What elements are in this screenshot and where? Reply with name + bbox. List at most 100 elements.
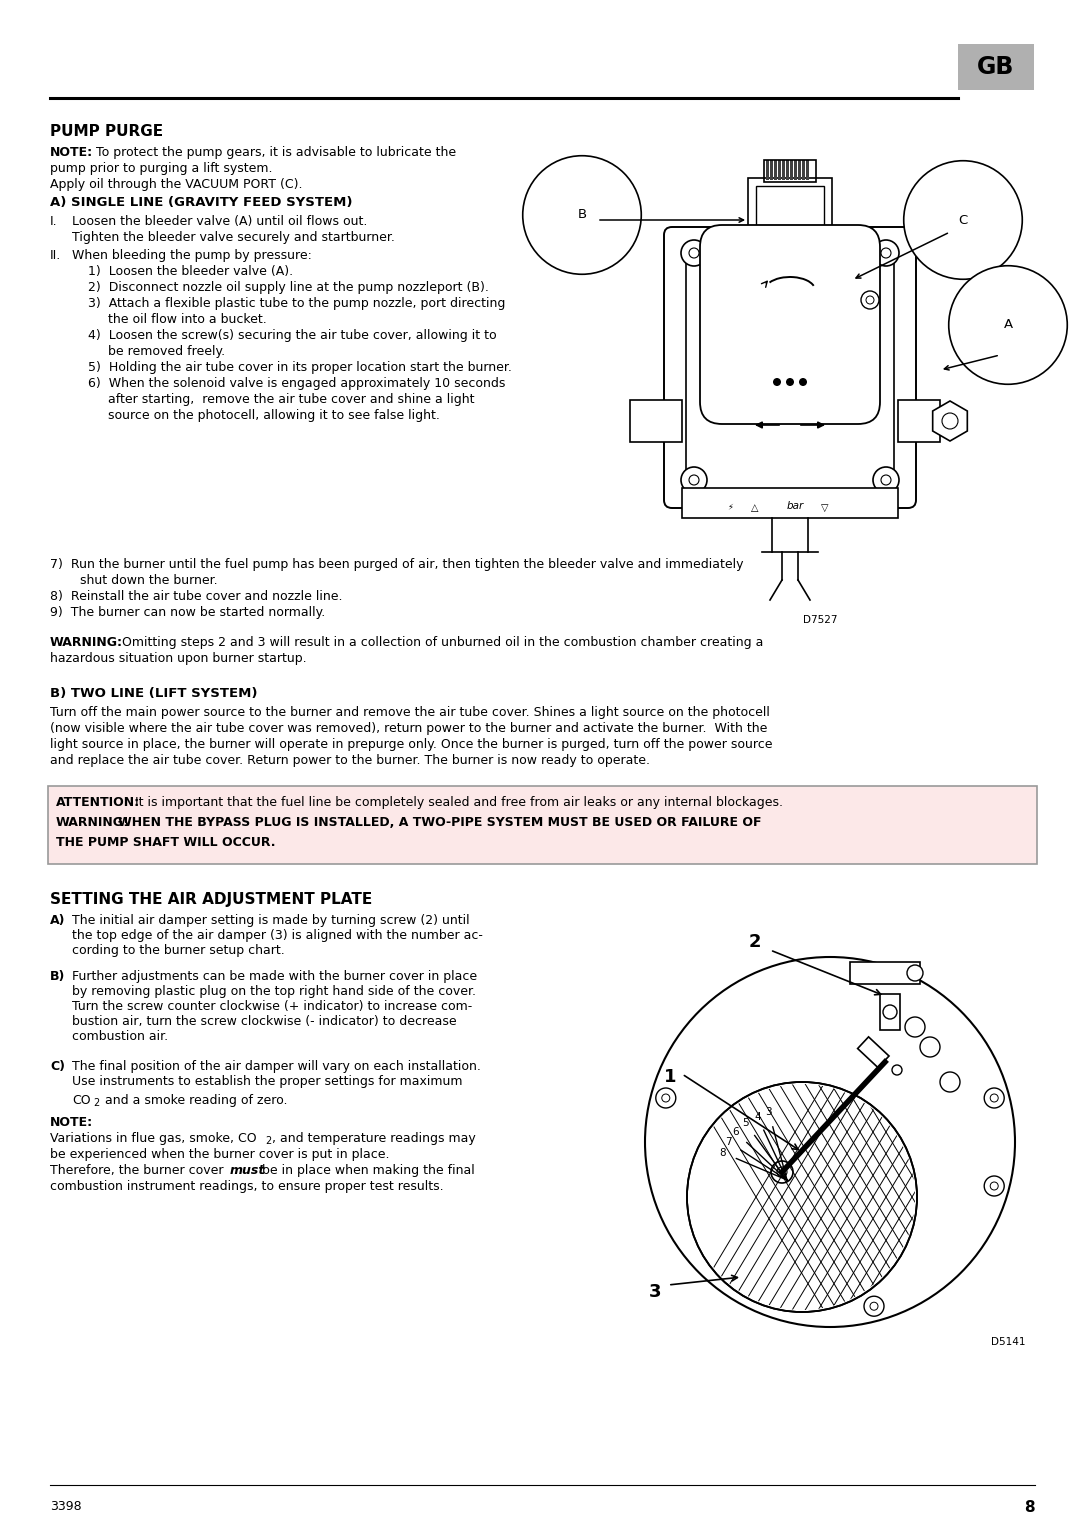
- Text: PUMP PURGE: PUMP PURGE: [50, 124, 163, 139]
- Bar: [802, 160, 805, 180]
- Bar: [681, 487, 897, 518]
- Circle shape: [907, 966, 923, 981]
- Text: and a smoke reading of zero.: and a smoke reading of zero.: [102, 1094, 287, 1106]
- Circle shape: [990, 1094, 998, 1102]
- Bar: [786, 160, 789, 180]
- Text: 1: 1: [664, 1068, 676, 1086]
- Text: 2: 2: [265, 1135, 271, 1146]
- Circle shape: [662, 1094, 670, 1102]
- Text: 2)  Disconnect nozzle oil supply line at the pump nozzleport (B).: 2) Disconnect nozzle oil supply line at …: [87, 281, 489, 293]
- Text: The final position of the air damper will vary on each installation.
Use instrum: The final position of the air damper wil…: [72, 1060, 481, 1088]
- Text: ATTENTION:: ATTENTION:: [56, 796, 140, 808]
- Text: SETTING THE AIR ADJUSTMENT PLATE: SETTING THE AIR ADJUSTMENT PLATE: [50, 892, 373, 908]
- Text: 5)  Holding the air tube cover in its proper location start the burner.: 5) Holding the air tube cover in its pro…: [87, 361, 512, 374]
- Text: GB: GB: [977, 55, 1015, 79]
- Bar: [858, 1038, 889, 1068]
- Text: Tighten the bleeder valve securely and startburner.: Tighten the bleeder valve securely and s…: [72, 231, 395, 244]
- Circle shape: [687, 1082, 917, 1313]
- Text: B) TWO LINE (LIFT SYSTEM): B) TWO LINE (LIFT SYSTEM): [50, 688, 257, 700]
- Text: NOTE:: NOTE:: [50, 147, 93, 159]
- Bar: [764, 160, 816, 182]
- Text: Variations in flue gas, smoke, CO: Variations in flue gas, smoke, CO: [50, 1132, 257, 1144]
- Bar: [798, 160, 801, 180]
- Circle shape: [799, 377, 807, 387]
- Text: hazardous situation upon burner startup.: hazardous situation upon burner startup.: [50, 652, 307, 665]
- Text: the oil flow into a bucket.: the oil flow into a bucket.: [87, 313, 267, 325]
- Text: after starting,  remove the air tube cover and shine a light: after starting, remove the air tube cove…: [87, 393, 474, 406]
- Circle shape: [984, 1177, 1004, 1196]
- Text: A): A): [50, 914, 66, 927]
- FancyBboxPatch shape: [958, 44, 1034, 90]
- Text: must: must: [230, 1164, 266, 1177]
- Text: NOTE:: NOTE:: [50, 1115, 93, 1129]
- Text: be removed freely.: be removed freely.: [87, 345, 225, 358]
- Text: ⚡: ⚡: [727, 503, 733, 512]
- Text: △: △: [752, 503, 759, 513]
- Text: be in place when making the final: be in place when making the final: [258, 1164, 475, 1177]
- Text: WHEN THE BYPASS PLUG IS INSTALLED, A TWO-PIPE SYSTEM MUST BE USED OR FAILURE OF: WHEN THE BYPASS PLUG IS INSTALLED, A TWO…: [118, 816, 761, 830]
- Text: B): B): [50, 970, 66, 983]
- Text: 8: 8: [1024, 1500, 1035, 1514]
- FancyBboxPatch shape: [686, 243, 894, 497]
- Text: 3: 3: [766, 1108, 772, 1117]
- Text: C): C): [50, 1060, 65, 1073]
- Text: source on the photocell, allowing it to see false light.: source on the photocell, allowing it to …: [87, 410, 440, 422]
- Text: 9)  The burner can now be started normally.: 9) The burner can now be started normall…: [50, 607, 325, 619]
- Circle shape: [942, 413, 958, 429]
- Circle shape: [689, 475, 699, 484]
- Text: Omitting steps 2 and 3 will result in a collection of unburned oil in the combus: Omitting steps 2 and 3 will result in a …: [122, 636, 764, 649]
- Circle shape: [905, 1018, 924, 1038]
- Circle shape: [881, 248, 891, 258]
- Bar: [770, 160, 773, 180]
- Circle shape: [786, 377, 794, 387]
- Text: WARNING:: WARNING:: [50, 636, 123, 649]
- Circle shape: [866, 296, 874, 304]
- Text: 1)  Loosen the bleeder valve (A).: 1) Loosen the bleeder valve (A).: [87, 264, 293, 278]
- Bar: [850, 963, 920, 984]
- FancyBboxPatch shape: [664, 228, 916, 507]
- Circle shape: [984, 1088, 1004, 1108]
- Text: It is important that the fuel line be completely sealed and free from air leaks : It is important that the fuel line be co…: [135, 796, 783, 808]
- Bar: [794, 160, 797, 180]
- Circle shape: [681, 240, 707, 266]
- Text: 7: 7: [725, 1137, 731, 1148]
- Text: When bleeding the pump by pressure:: When bleeding the pump by pressure:: [72, 249, 312, 261]
- Circle shape: [990, 1183, 998, 1190]
- Circle shape: [771, 1161, 793, 1183]
- Bar: [748, 177, 832, 240]
- Circle shape: [777, 1167, 787, 1177]
- Text: 7)  Run the burner until the fuel pump has been purged of air, then tighten the : 7) Run the burner until the fuel pump ha…: [50, 558, 743, 571]
- Bar: [766, 160, 769, 180]
- Text: ▽: ▽: [821, 503, 828, 513]
- Text: light source in place, the burner will operate in prepurge only. Once the burner: light source in place, the burner will o…: [50, 738, 772, 750]
- Bar: [897, 400, 940, 442]
- Text: 3: 3: [649, 1284, 661, 1300]
- Text: A) SINGLE LINE (GRAVITY FEED SYSTEM): A) SINGLE LINE (GRAVITY FEED SYSTEM): [50, 196, 352, 209]
- Circle shape: [645, 957, 1015, 1326]
- Text: To protect the pump gears, it is advisable to lubricate the: To protect the pump gears, it is advisab…: [96, 147, 456, 159]
- Text: Therefore, the burner cover: Therefore, the burner cover: [50, 1164, 228, 1177]
- Text: be experienced when the burner cover is put in place.: be experienced when the burner cover is …: [50, 1148, 390, 1161]
- Circle shape: [773, 377, 781, 387]
- Bar: [774, 160, 777, 180]
- Circle shape: [861, 290, 879, 309]
- Circle shape: [873, 468, 899, 494]
- FancyBboxPatch shape: [48, 785, 1037, 863]
- Bar: [789, 160, 793, 180]
- Text: 6: 6: [732, 1128, 739, 1137]
- Text: 3398: 3398: [50, 1500, 82, 1513]
- Polygon shape: [933, 400, 968, 442]
- Text: and replace the air tube cover. Return power to the burner. The burner is now re: and replace the air tube cover. Return p…: [50, 753, 650, 767]
- Circle shape: [883, 1005, 897, 1019]
- Text: I.: I.: [50, 215, 57, 228]
- Bar: [756, 186, 824, 232]
- Bar: [778, 160, 781, 180]
- Text: II.: II.: [50, 249, 62, 261]
- Text: 4)  Loosen the screw(s) securing the air tube cover, allowing it to: 4) Loosen the screw(s) securing the air …: [87, 329, 497, 342]
- Text: D7527: D7527: [802, 614, 837, 625]
- Text: 8: 8: [719, 1148, 726, 1158]
- FancyBboxPatch shape: [700, 225, 880, 423]
- Text: CO: CO: [72, 1094, 91, 1106]
- Text: THE PUMP SHAFT WILL OCCUR.: THE PUMP SHAFT WILL OCCUR.: [56, 836, 275, 850]
- Circle shape: [870, 1302, 878, 1309]
